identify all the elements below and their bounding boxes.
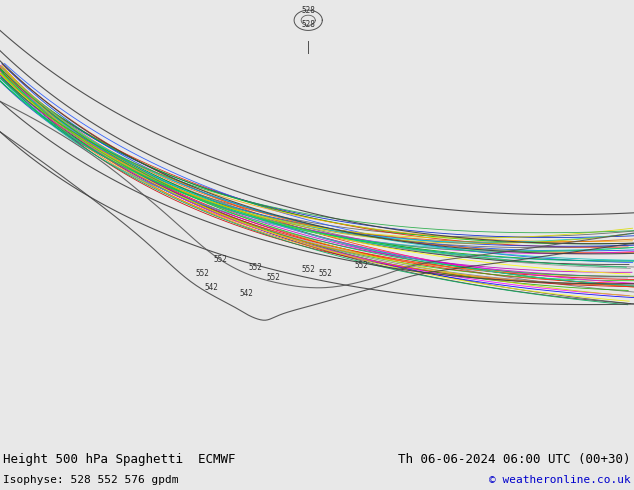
Text: 552: 552 bbox=[354, 261, 368, 270]
Text: 552: 552 bbox=[249, 263, 262, 272]
Text: 552: 552 bbox=[266, 273, 280, 282]
Text: 528: 528 bbox=[301, 20, 315, 29]
Text: 542: 542 bbox=[204, 283, 218, 293]
Text: 542: 542 bbox=[240, 290, 254, 298]
Text: 552: 552 bbox=[319, 269, 333, 278]
Text: © weatheronline.co.uk: © weatheronline.co.uk bbox=[489, 475, 631, 485]
Text: Height 500 hPa Spaghetti  ECMWF: Height 500 hPa Spaghetti ECMWF bbox=[3, 453, 236, 466]
Text: 552: 552 bbox=[301, 265, 315, 274]
Text: 552: 552 bbox=[196, 269, 209, 278]
Text: 552: 552 bbox=[213, 255, 227, 264]
Text: 528: 528 bbox=[301, 5, 315, 15]
Text: Th 06-06-2024 06:00 UTC (00+30): Th 06-06-2024 06:00 UTC (00+30) bbox=[398, 453, 631, 466]
Text: Isophyse: 528 552 576 gpdm: Isophyse: 528 552 576 gpdm bbox=[3, 475, 179, 485]
